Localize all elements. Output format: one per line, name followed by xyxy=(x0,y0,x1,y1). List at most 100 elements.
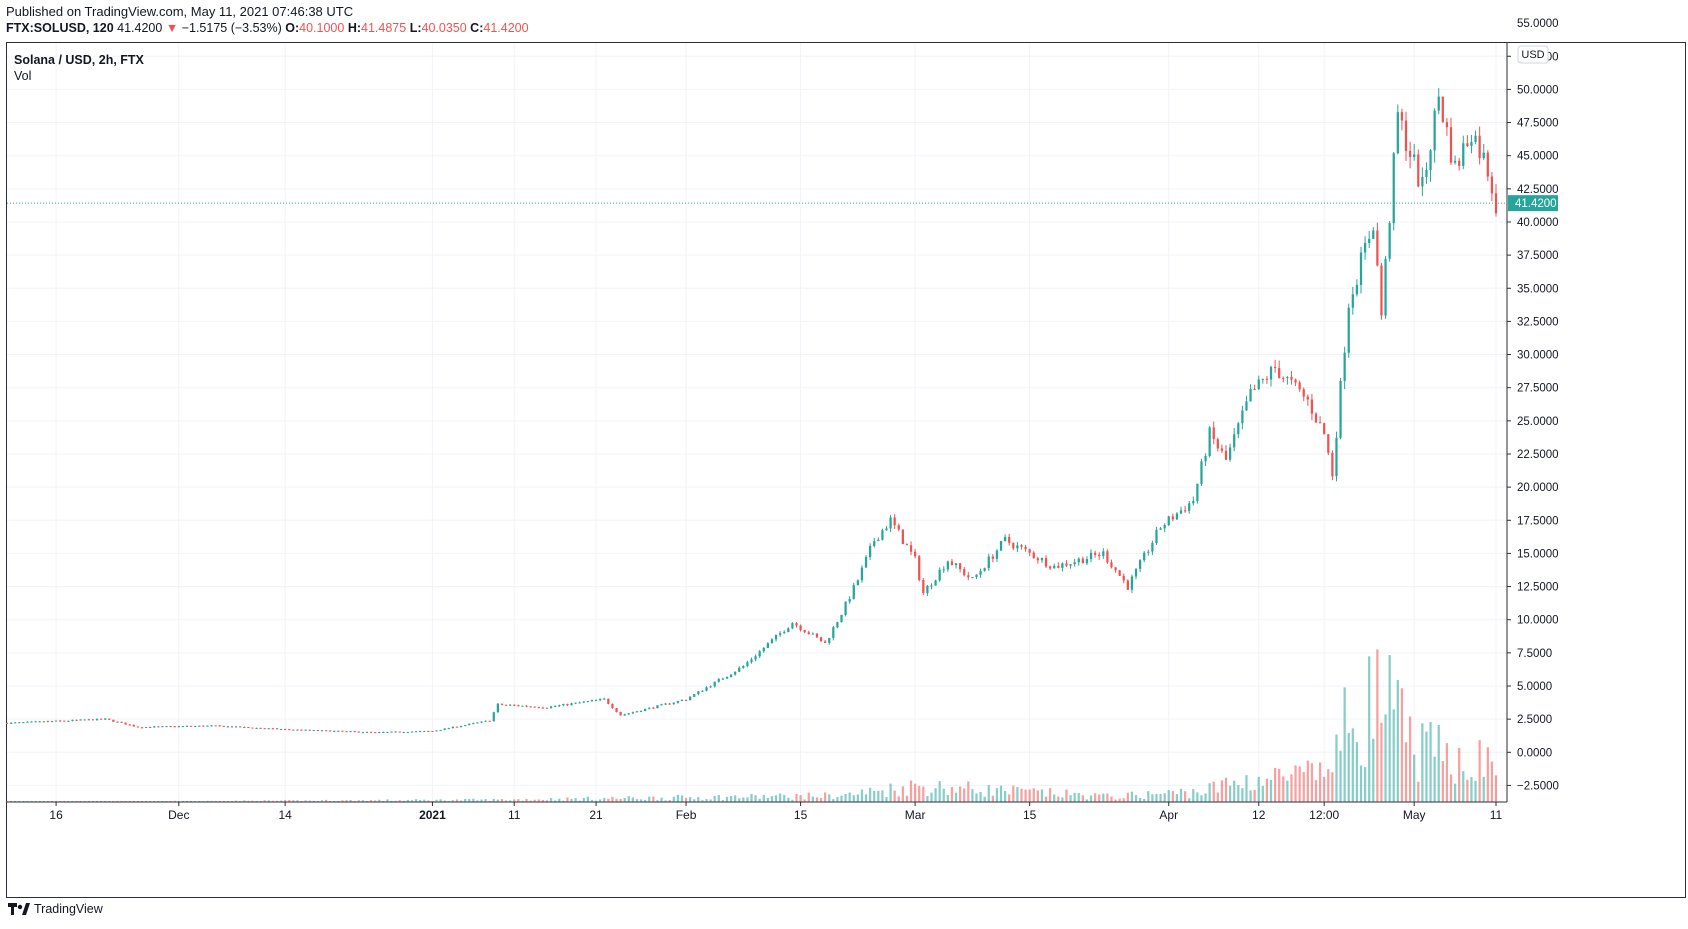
volume-bar xyxy=(889,783,892,802)
candle xyxy=(1433,108,1436,163)
brand-label[interactable]: TradingView xyxy=(34,902,103,916)
candle-body xyxy=(1192,501,1195,504)
candle-body xyxy=(758,651,761,657)
candle-body xyxy=(414,731,418,733)
y-tick-label: 5.0000 xyxy=(1517,681,1552,693)
volume-bar xyxy=(1380,722,1383,802)
volume-bar xyxy=(1327,769,1330,802)
candle xyxy=(967,571,970,581)
candle xyxy=(390,731,393,733)
candle-body xyxy=(754,656,757,660)
candle xyxy=(1437,88,1440,115)
candle-body xyxy=(1212,427,1215,440)
volume-label: Vol xyxy=(14,69,32,83)
candle xyxy=(1290,371,1293,385)
candle xyxy=(63,720,66,722)
volume-bar xyxy=(873,790,876,802)
candle xyxy=(365,731,369,733)
candle xyxy=(1171,513,1174,522)
candle-body xyxy=(877,539,880,542)
volume-bar xyxy=(1155,794,1158,802)
volume-bar xyxy=(1036,790,1039,802)
time-axis: 16 Dec 14 2021 11 21 Feb 15 Mar 15 Apr 12 12:00 May 11 xyxy=(7,801,1507,822)
candle xyxy=(824,640,827,644)
volume-bar xyxy=(427,800,430,802)
candle xyxy=(914,548,917,559)
volume-bar xyxy=(901,786,904,802)
volume-bar xyxy=(513,799,516,802)
candle-body xyxy=(1126,580,1129,590)
candle-body xyxy=(1024,546,1027,550)
volume-bar xyxy=(1147,791,1150,802)
candle-body xyxy=(603,698,606,700)
volume-bar xyxy=(562,800,565,802)
candle xyxy=(877,537,880,542)
volume-bar xyxy=(1392,709,1395,802)
candle xyxy=(1449,117,1453,165)
candle xyxy=(18,722,21,724)
candle-body xyxy=(71,719,74,721)
candle xyxy=(766,641,769,648)
candle xyxy=(725,676,729,679)
candle xyxy=(1245,395,1248,411)
candle xyxy=(239,726,242,728)
volume-bar xyxy=(967,781,970,802)
candle xyxy=(464,724,467,727)
close-value: 41.4200 xyxy=(483,21,529,35)
candle xyxy=(1102,548,1105,559)
candle-body xyxy=(914,551,917,557)
candle-body xyxy=(300,729,303,731)
candle-body xyxy=(38,721,41,723)
candle xyxy=(701,690,704,692)
candle-body xyxy=(9,722,13,724)
candle-body xyxy=(549,706,553,708)
volume-bar xyxy=(1110,796,1113,802)
candle xyxy=(99,718,103,720)
candle-body xyxy=(394,731,397,733)
candle xyxy=(329,730,332,732)
candle-body xyxy=(1453,160,1457,163)
candle xyxy=(161,726,164,728)
candle-body xyxy=(1053,565,1056,569)
volume-bar xyxy=(738,798,741,802)
candle-body xyxy=(873,541,876,547)
candle xyxy=(1106,549,1109,564)
volume-bar xyxy=(406,799,410,802)
candle xyxy=(852,582,855,600)
y-tick-label: 7.5000 xyxy=(1517,648,1552,660)
volume-bar xyxy=(390,800,393,802)
candle xyxy=(689,695,692,701)
high-label: H: xyxy=(347,21,362,35)
volume-bar xyxy=(869,787,872,802)
volume-bar xyxy=(1306,760,1309,802)
candle-body xyxy=(1147,551,1150,553)
volume-bar xyxy=(529,800,532,802)
volume-bar xyxy=(824,792,827,802)
candle xyxy=(1200,458,1203,487)
candle xyxy=(864,555,868,568)
candle-body xyxy=(1167,516,1170,526)
candle xyxy=(1462,135,1465,170)
candle-body xyxy=(95,718,99,721)
candle xyxy=(1261,378,1264,384)
volume-bar xyxy=(1179,788,1183,802)
candle xyxy=(1445,118,1449,136)
candle xyxy=(660,703,663,706)
candle xyxy=(423,730,426,732)
volume-bar xyxy=(1400,688,1404,802)
volume-bar xyxy=(1171,791,1174,802)
candle-body xyxy=(1470,141,1473,146)
candle xyxy=(402,731,405,734)
volume-bar xyxy=(1278,768,1281,802)
volume-bar xyxy=(1347,733,1350,802)
volume-bar xyxy=(1175,793,1179,802)
candle xyxy=(991,554,994,563)
candle-body xyxy=(67,720,70,722)
volume-bar xyxy=(648,796,651,802)
candle-body xyxy=(288,729,291,731)
volume-bar xyxy=(709,799,712,802)
candle-body xyxy=(991,556,994,559)
chart-frame[interactable] xyxy=(6,42,1686,898)
candle xyxy=(1400,108,1404,131)
